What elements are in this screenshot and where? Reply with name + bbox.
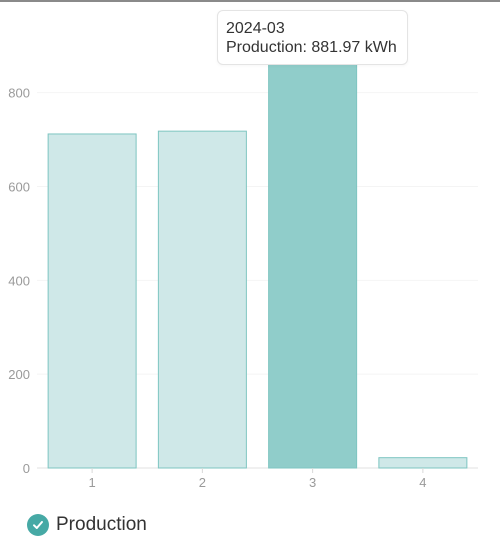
top-border (0, 0, 500, 2)
x-tick-label: 2 (199, 475, 206, 490)
y-tick-label: 800 (8, 86, 30, 101)
x-tick-label: 4 (419, 475, 426, 490)
y-tick-label: 600 (8, 180, 30, 195)
x-axis-ticks: 1 2 3 4 (89, 468, 426, 490)
y-tick-label: 400 (8, 273, 30, 288)
x-tick-label: 1 (89, 475, 96, 490)
check-circle-icon[interactable] (27, 514, 49, 536)
chart-legend[interactable]: Production (27, 513, 147, 537)
x-tick-label: 3 (309, 475, 316, 490)
tooltip-value: Production: 881.97 kWh (226, 39, 397, 56)
bars (47, 53, 468, 469)
bar-2 (157, 130, 247, 469)
chart-tooltip: 2024-03 Production: 881.97 kWh (217, 10, 408, 65)
y-tick-label: 200 (8, 367, 30, 382)
bar-3 (268, 53, 358, 469)
bar-1 (47, 133, 137, 469)
tooltip-title: 2024-03 (226, 20, 285, 37)
legend-label-production[interactable]: Production (56, 514, 147, 535)
bar-chart: 0 200 400 600 800 1 2 3 4 (8, 53, 478, 490)
y-axis-ticks: 0 200 400 600 800 (8, 86, 30, 476)
y-tick-label: 0 (23, 461, 30, 476)
bar-4 (378, 457, 468, 469)
